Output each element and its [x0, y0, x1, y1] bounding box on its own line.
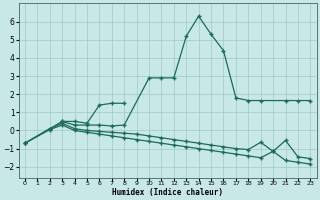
X-axis label: Humidex (Indice chaleur): Humidex (Indice chaleur) [112, 188, 223, 197]
